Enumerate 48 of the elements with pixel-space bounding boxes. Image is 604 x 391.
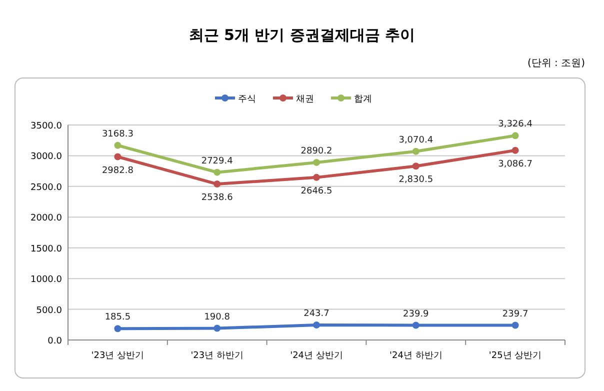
x-tick-label: '25년 상반기 [488, 351, 542, 361]
chart-subtitle: (단위 : 조원) [527, 58, 586, 69]
data-label: 2646.5 [300, 186, 332, 196]
legend-label: 합계 [354, 94, 372, 104]
point [114, 153, 122, 160]
data-label: 239.9 [403, 309, 430, 320]
point [214, 324, 221, 332]
data-label: 2538.6 [201, 193, 234, 204]
y-tick-label: 3000.0 [30, 152, 62, 162]
point [114, 142, 122, 149]
point [214, 180, 221, 188]
chart-title: 최근 5개 반기 증권결제대금 추이 [188, 26, 416, 44]
data-label: 3,070.4 [398, 135, 434, 146]
point [313, 158, 320, 166]
data-label: 3,326.4 [498, 120, 533, 130]
y-tick-label: 500.0 [36, 306, 62, 316]
data-label: 2982.8 [102, 166, 134, 176]
legend-label: 채권 [296, 94, 314, 104]
point [512, 132, 519, 140]
point [214, 168, 221, 176]
point [412, 148, 420, 155]
x-tick-label: '23년 상반기 [91, 351, 144, 361]
y-tick-label: 2500.0 [30, 182, 62, 193]
data-label: 2890.2 [300, 146, 332, 156]
point [114, 325, 122, 332]
y-tick-label: 0.0 [48, 336, 62, 346]
point [412, 322, 420, 329]
point [412, 162, 420, 170]
data-label: 2,830.5 [398, 175, 434, 186]
legend-label: 주식 [238, 94, 256, 104]
y-tick-label: 1500.0 [30, 244, 62, 254]
data-label: 3,086.7 [498, 159, 532, 170]
data-label: 190.8 [204, 312, 230, 322]
data-label: 185.5 [104, 312, 131, 323]
y-tick-label: 2000.0 [30, 214, 62, 224]
data-label: 3168.3 [102, 129, 134, 140]
y-tick-label: 3500.0 [30, 122, 62, 132]
x-tick-label: '24년 하반기 [390, 351, 442, 361]
data-label: 2729.4 [201, 156, 234, 166]
x-tick-label: '24년 상반기 [290, 351, 343, 361]
data-label: 243.7 [304, 309, 330, 320]
point [512, 322, 519, 329]
point [313, 174, 320, 181]
data-label: 239.7 [502, 309, 528, 320]
point [313, 322, 320, 329]
x-tick-label: '23년 하반기 [190, 351, 244, 361]
y-tick-label: 1000.0 [30, 275, 62, 286]
point [512, 146, 519, 154]
